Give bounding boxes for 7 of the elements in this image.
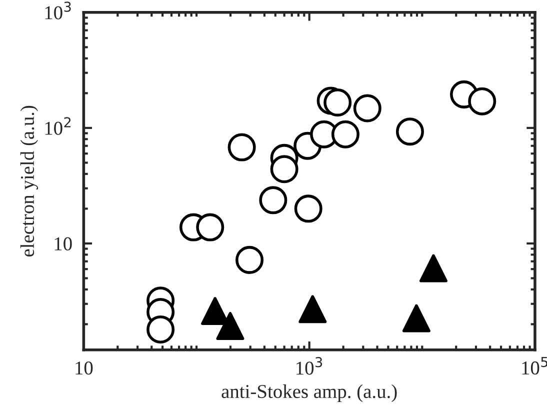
x-tick-label: 10 xyxy=(76,362,93,375)
x-axis-title: anti-Stokes amp. (a.u.) xyxy=(222,384,397,402)
y-tick-label: 10 xyxy=(54,237,72,250)
x-tick-label: 10$^{3}$ xyxy=(296,356,322,375)
y-tick-label: 10$^{2}$ xyxy=(45,117,71,135)
y-tick-label: 10$^{3}$ xyxy=(45,2,71,20)
y-axis-title: electron yield (a.u.) xyxy=(20,106,38,256)
